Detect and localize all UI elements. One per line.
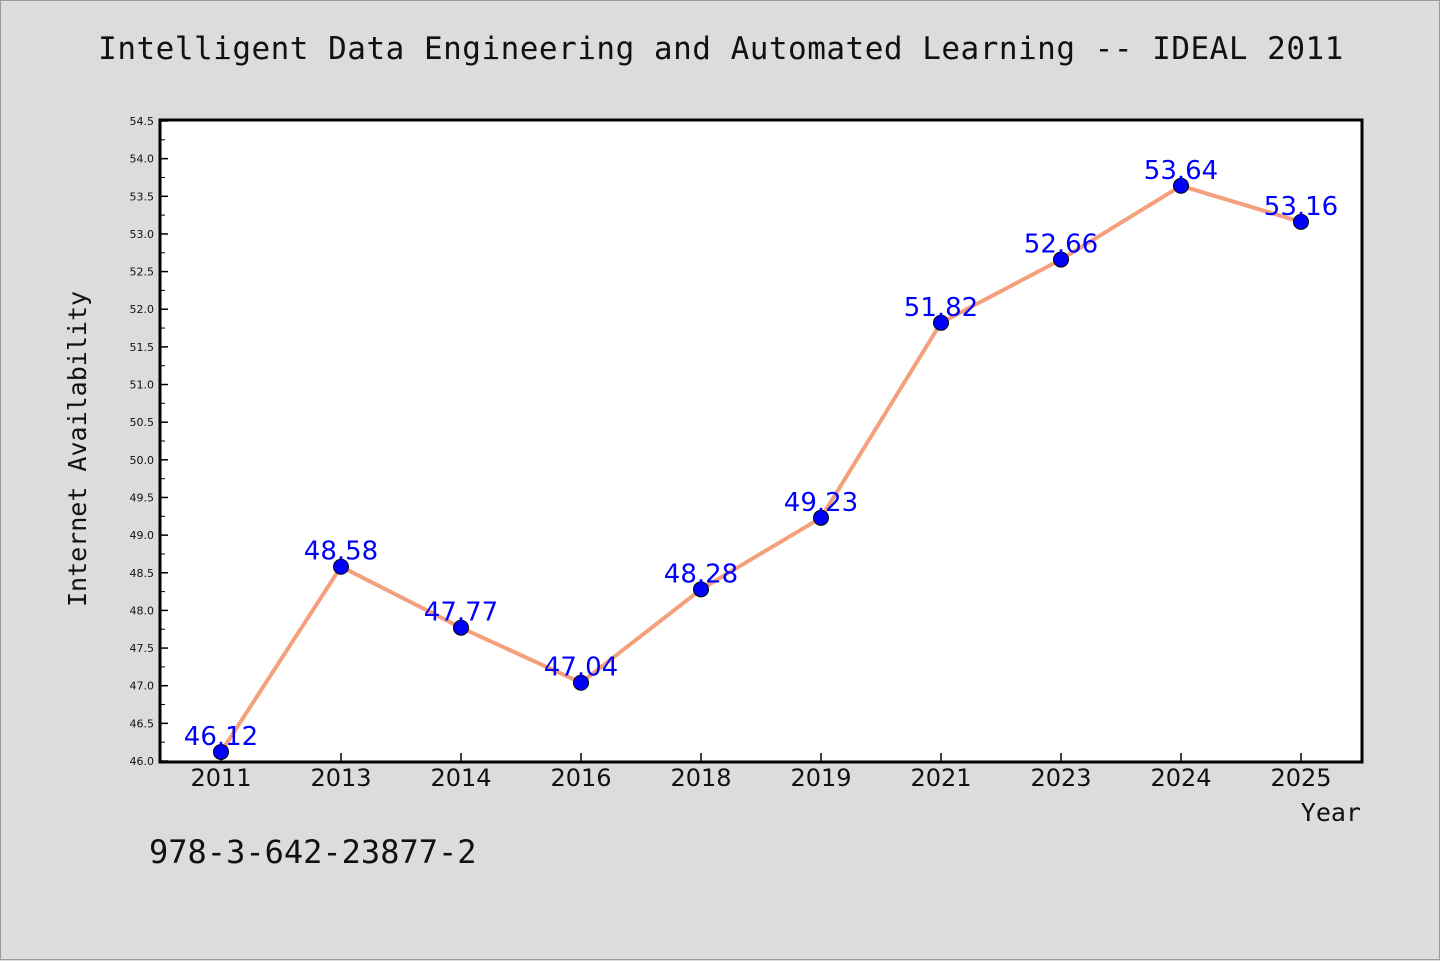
data-point [1173, 177, 1189, 194]
data-label: 52.66 [1024, 230, 1098, 260]
x-axis-ticks: 2011 2013 2014 2016 2018 2019 2021 2023 2024 2025 [190, 753, 1332, 792]
data-point [933, 314, 949, 331]
x-tick-label: 2019 [790, 764, 851, 792]
y-tick-label: 54.5 [130, 115, 155, 128]
x-tick-label: 2013 [310, 764, 371, 792]
data-label: 48.28 [664, 559, 738, 589]
data-point [213, 743, 229, 760]
data-labels: 46.12 48.58 47.77 47.04 48.28 49.23 51.82 52.66… [184, 156, 1338, 752]
data-label: 53.64 [1144, 156, 1218, 186]
y-tick-label: 49.5 [130, 491, 155, 504]
data-point [453, 619, 469, 636]
data-point [1293, 213, 1309, 230]
y-tick-label: 46.5 [130, 717, 155, 730]
data-label: 47.04 [544, 653, 618, 683]
y-tick-label: 47.0 [130, 680, 155, 693]
data-label: 51.82 [904, 293, 978, 323]
chart-title: Intelligent Data Engineering and Automat… [98, 31, 1344, 67]
data-point [693, 581, 709, 598]
y-tick-label: 51.5 [130, 341, 155, 354]
data-label: 49.23 [784, 488, 858, 518]
data-point [1053, 251, 1069, 268]
x-tick-label: 2024 [1150, 764, 1211, 792]
y-tick-label: 46.0 [130, 755, 155, 768]
y-axis-ticks: 46.0 46.5 47.0 47.5 48.0 48.5 49.0 49.5 50.0 50.5… [130, 115, 168, 768]
y-tick-label: 50.5 [130, 416, 155, 429]
x-axis-label: Year [1301, 798, 1361, 827]
data-point [333, 558, 349, 575]
data-label: 47.77 [424, 598, 498, 628]
y-tick-label: 54.0 [130, 153, 155, 166]
data-point [573, 674, 589, 691]
y-tick-label: 52.5 [130, 266, 155, 279]
x-tick-label: 2011 [190, 764, 251, 792]
y-tick-label: 47.5 [130, 642, 155, 655]
y-tick-label: 50.0 [130, 454, 155, 467]
y-tick-label: 53.5 [130, 190, 155, 203]
x-tick-label: 2025 [1270, 764, 1331, 792]
plot-area [158, 118, 1364, 764]
y-tick-label: 49.0 [130, 529, 155, 542]
y-tick-label: 48.5 [130, 567, 155, 580]
y-axis-label: Internet Availability [63, 291, 92, 607]
isbn-note: 978-3-642-23877-2 [149, 833, 477, 871]
data-label: 46.12 [184, 722, 258, 752]
data-label: 53.16 [1264, 192, 1338, 222]
data-point [813, 509, 829, 526]
data-label: 48.58 [304, 537, 378, 567]
x-tick-label: 2016 [550, 764, 611, 792]
y-tick-label: 52.0 [130, 303, 155, 316]
x-tick-label: 2014 [430, 764, 491, 792]
x-tick-label: 2018 [670, 764, 731, 792]
x-tick-label: 2021 [910, 764, 971, 792]
x-tick-label: 2023 [1030, 764, 1091, 792]
y-tick-label: 51.0 [130, 379, 155, 392]
series-markers [213, 177, 1309, 760]
y-tick-label: 48.0 [130, 604, 155, 617]
y-tick-label: 53.0 [130, 228, 155, 241]
series-line [219, 183, 1302, 754]
